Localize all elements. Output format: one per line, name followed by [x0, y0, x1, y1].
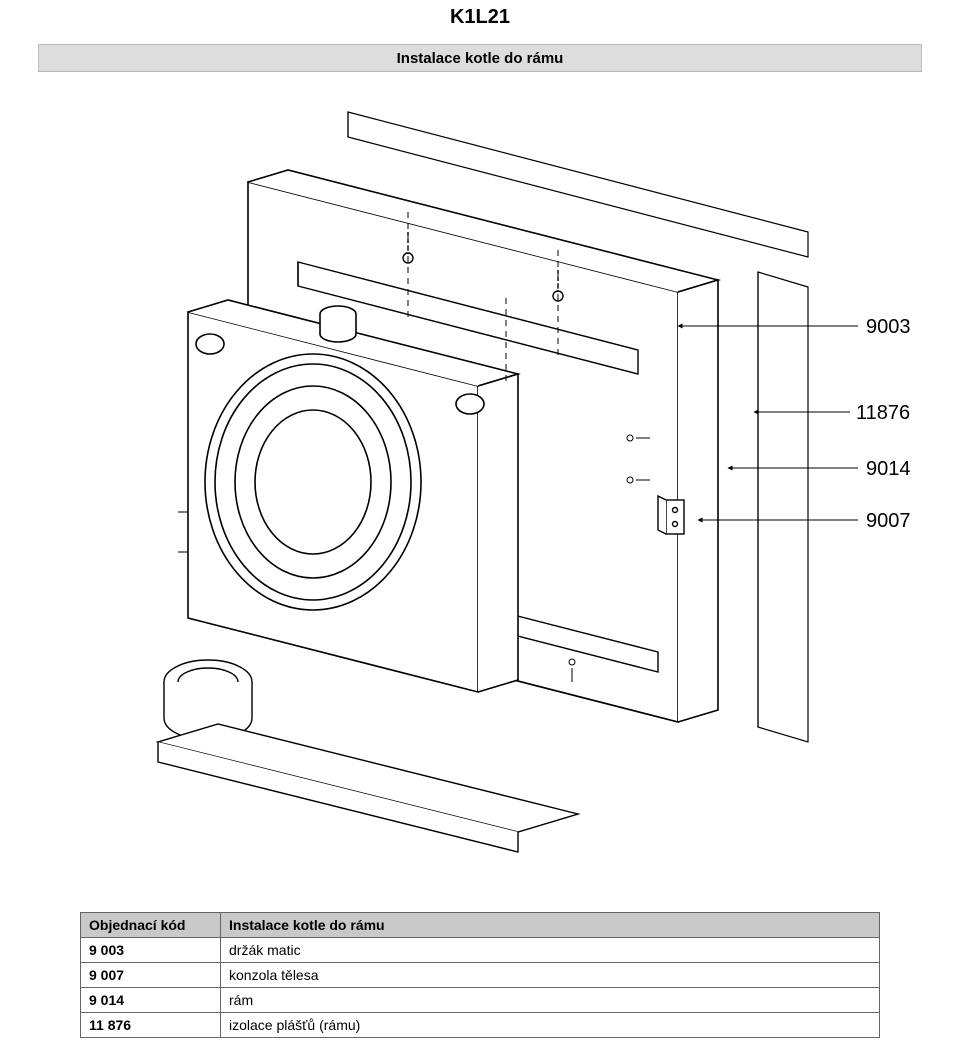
cell-desc: izolace plášťů (rámu) [221, 1013, 880, 1038]
cell-desc: rám [221, 988, 880, 1013]
table-row: 9 014 rám [81, 988, 880, 1013]
parts-table: Objednací kód Instalace kotle do rámu 9 … [80, 912, 880, 1038]
cell-code: 9 003 [81, 938, 221, 963]
cell-code: 9 007 [81, 963, 221, 988]
table-row: 11 876 izolace plášťů (rámu) [81, 1013, 880, 1038]
cell-code: 9 014 [81, 988, 221, 1013]
cell-code: 11 876 [81, 1013, 221, 1038]
table-row: 9 003 držák matic [81, 938, 880, 963]
col-header-code: Objednací kód [81, 913, 221, 938]
subtitle-text: Instalace kotle do rámu [397, 50, 564, 67]
table-header-row: Objednací kód Instalace kotle do rámu [81, 913, 880, 938]
page-title: K1L21 [0, 6, 960, 29]
callout-11876: 11876 [856, 402, 910, 425]
subtitle-bar: Instalace kotle do rámu [38, 44, 922, 72]
callout-9003: 9003 [866, 316, 911, 339]
col-header-desc: Instalace kotle do rámu [221, 913, 880, 938]
cell-desc: konzola tělesa [221, 963, 880, 988]
callout-9014: 9014 [866, 458, 911, 481]
table-row: 9 007 konzola tělesa [81, 963, 880, 988]
exploded-diagram: 9003 11876 9014 9007 [38, 82, 922, 886]
cell-desc: držák matic [221, 938, 880, 963]
callout-9007: 9007 [866, 510, 911, 533]
